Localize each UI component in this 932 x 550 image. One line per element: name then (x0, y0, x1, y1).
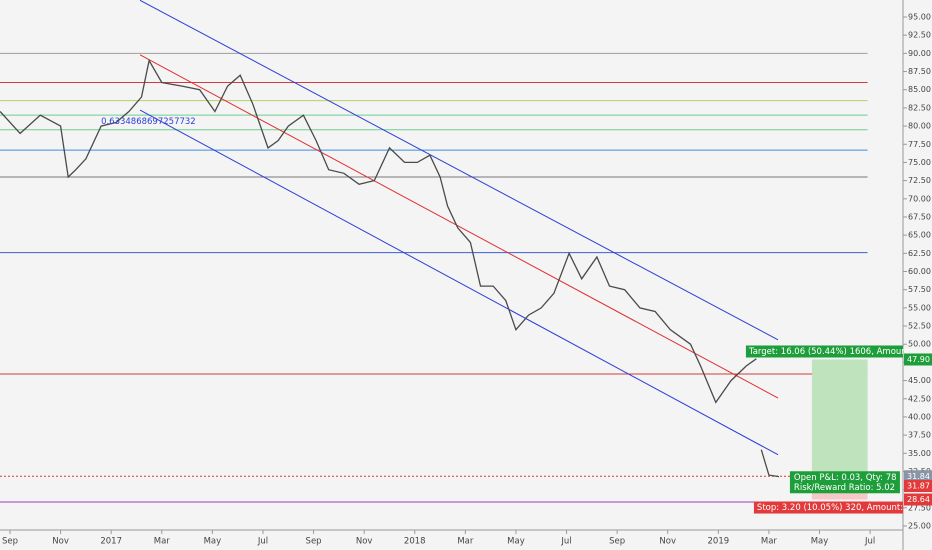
price-tag: 31.87 (907, 482, 930, 491)
price-tag-box (904, 470, 932, 483)
y-tick-label: 35.00 (908, 449, 931, 458)
x-tick-label: Mar (457, 537, 474, 547)
price-tag: 31.84 (907, 472, 930, 481)
channel-line (139, 109, 779, 456)
rr-label: Risk/Reward Ratio: 5.02 (794, 483, 895, 493)
x-tick-label: Sep (609, 537, 625, 547)
price-tag-box (904, 493, 932, 506)
x-tick-label: Mar (154, 537, 171, 547)
x-tick-label: Sep (306, 537, 322, 547)
y-tick-label: 72.50 (908, 176, 931, 185)
x-tick-label: 2017 (100, 537, 122, 547)
y-tick-label: 92.50 (908, 31, 931, 40)
price-tag: 47.90 (907, 355, 930, 364)
y-tick-label: 67.50 (908, 212, 931, 221)
x-tick-label: Nov (659, 537, 676, 547)
y-tick-label: 82.50 (908, 103, 931, 112)
x-tick-label: Jul (864, 537, 875, 547)
x-tick-label: 2018 (404, 537, 426, 547)
price-line (0, 58, 780, 478)
y-tick-label: 70.00 (908, 194, 931, 203)
y-tick-label: 42.50 (908, 394, 931, 403)
annotation: 0.6334868697257732 (101, 117, 196, 127)
y-tick-label: 62.50 (908, 249, 931, 258)
y-tick-label: 65.00 (908, 231, 931, 240)
channel-line (139, 0, 779, 341)
target-label: Target: 16.06 (50.44%) 1606, Amount: (748, 347, 913, 357)
x-tick-label: May (811, 537, 829, 547)
y-tick-label: 77.50 (908, 140, 931, 149)
x-tick-label: Jul (560, 537, 571, 547)
channel-line (139, 54, 779, 399)
x-tick-label: May (204, 537, 222, 547)
y-tick-label: 50.00 (908, 340, 931, 349)
y-tick-label: 40.00 (908, 412, 931, 421)
x-tick-label: May (507, 537, 525, 547)
pnl-label: Open P&L: 0.03, Qty: 78 (794, 473, 897, 483)
y-tick-label: 45.00 (908, 376, 931, 385)
y-tick-label: 80.00 (908, 122, 931, 131)
y-tick-label: 25.00 (908, 522, 931, 531)
x-tick-label: Nov (52, 537, 69, 547)
y-tick-label: 27.50 (908, 503, 931, 512)
x-tick-label: Mar (761, 537, 778, 547)
y-tick-label: 75.00 (908, 158, 931, 167)
y-tick-label: 37.50 (908, 431, 931, 440)
stop-label: Stop: 3.20 (10.05%) 320, Amount: 7 (757, 503, 911, 513)
y-tick-label: 57.50 (908, 285, 931, 294)
x-tick-label: Jul (257, 537, 268, 547)
target-label-box (745, 345, 903, 358)
x-tick-label: 2019 (708, 537, 730, 547)
price-tag-box (904, 480, 932, 493)
price-tag: 28.64 (907, 495, 930, 504)
x-tick-label: Sep (2, 537, 18, 547)
y-tick-label: 95.00 (908, 13, 931, 22)
x-tick-label: Nov (356, 537, 373, 547)
y-tick-label: 87.50 (908, 67, 931, 76)
y-tick-label: 52.50 (908, 322, 931, 331)
target-zone (811, 359, 868, 477)
y-tick-label: 55.00 (908, 303, 931, 312)
y-tick-label: 85.00 (908, 85, 931, 94)
pnl-box (789, 471, 900, 494)
stop-label-box (753, 501, 903, 514)
y-tick-label: 60.00 (908, 267, 931, 276)
y-tick-label: 90.00 (908, 49, 931, 58)
price-tag-box (904, 353, 932, 366)
